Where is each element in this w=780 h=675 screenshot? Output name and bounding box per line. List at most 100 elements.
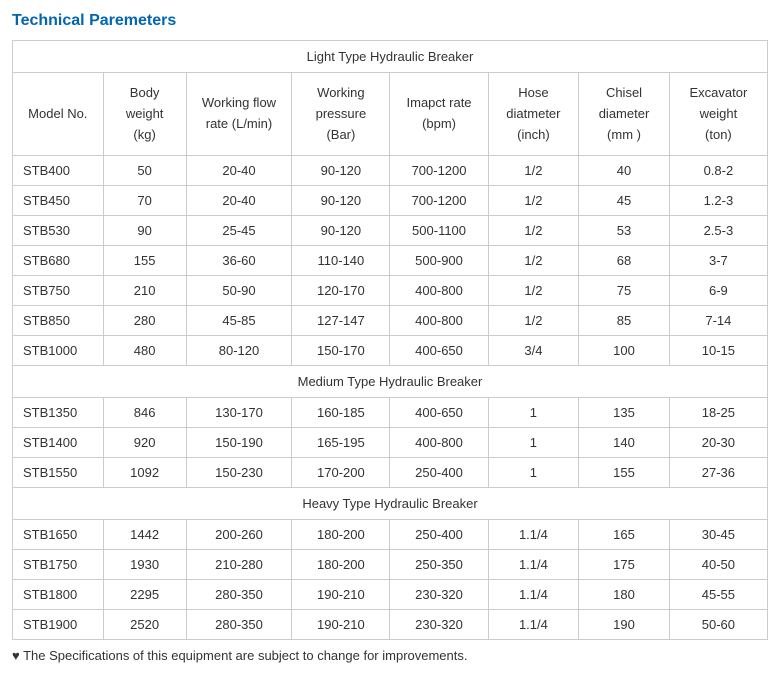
column-header: Hosediatmeter(inch) — [488, 73, 579, 156]
data-cell: 250-400 — [390, 520, 488, 550]
section-header: Light Type Hydraulic Breaker — [13, 41, 768, 73]
data-cell: 1.1/4 — [488, 550, 579, 580]
data-cell: 150-170 — [292, 336, 390, 366]
data-cell: 30-45 — [669, 520, 767, 550]
table-row: STB17501930210-280180-200250-3501.1/4175… — [13, 550, 768, 580]
model-cell: STB1800 — [13, 580, 104, 610]
data-cell: 180-200 — [292, 550, 390, 580]
data-cell: 2.5-3 — [669, 216, 767, 246]
model-cell: STB1550 — [13, 458, 104, 488]
data-cell: 45 — [579, 186, 670, 216]
column-header: Bodyweight(kg) — [103, 73, 186, 156]
model-cell: STB850 — [13, 306, 104, 336]
data-cell: 175 — [579, 550, 670, 580]
data-cell: 190 — [579, 610, 670, 640]
table-row: STB15501092150-230170-200250-400115527-3… — [13, 458, 768, 488]
table-row: STB5309025-4590-120500-11001/2532.5-3 — [13, 216, 768, 246]
data-cell: 700-1200 — [390, 186, 488, 216]
data-cell: 1.1/4 — [488, 580, 579, 610]
data-cell: 140 — [579, 428, 670, 458]
data-cell: 100 — [579, 336, 670, 366]
column-header: Working flowrate (L/min) — [186, 73, 292, 156]
data-cell: 165-195 — [292, 428, 390, 458]
data-cell: 68 — [579, 246, 670, 276]
model-cell: STB1400 — [13, 428, 104, 458]
model-cell: STB1750 — [13, 550, 104, 580]
model-cell: STB530 — [13, 216, 104, 246]
data-cell: 1092 — [103, 458, 186, 488]
data-cell: 280-350 — [186, 610, 292, 640]
data-cell: 400-800 — [390, 306, 488, 336]
data-cell: 230-320 — [390, 580, 488, 610]
data-cell: 400-800 — [390, 276, 488, 306]
section-header: Medium Type Hydraulic Breaker — [13, 366, 768, 398]
data-cell: 1.1/4 — [488, 520, 579, 550]
data-cell: 85 — [579, 306, 670, 336]
footnote: ♥ The Specifications of this equipment a… — [12, 648, 768, 663]
data-cell: 500-1100 — [390, 216, 488, 246]
data-cell: 1/2 — [488, 156, 579, 186]
data-cell: 50-60 — [669, 610, 767, 640]
column-header: Workingpressure(Bar) — [292, 73, 390, 156]
data-cell: 27-36 — [669, 458, 767, 488]
data-cell: 230-320 — [390, 610, 488, 640]
data-cell: 250-400 — [390, 458, 488, 488]
data-cell: 155 — [103, 246, 186, 276]
model-cell: STB450 — [13, 186, 104, 216]
data-cell: 1442 — [103, 520, 186, 550]
data-cell: 160-185 — [292, 398, 390, 428]
data-cell: 165 — [579, 520, 670, 550]
table-row: STB75021050-90120-170400-8001/2756-9 — [13, 276, 768, 306]
data-cell: 210-280 — [186, 550, 292, 580]
data-cell: 1.1/4 — [488, 610, 579, 640]
table-row: STB4005020-4090-120700-12001/2400.8-2 — [13, 156, 768, 186]
data-cell: 20-40 — [186, 186, 292, 216]
data-cell: 400-800 — [390, 428, 488, 458]
data-cell: 400-650 — [390, 398, 488, 428]
table-row: STB18002295280-350190-210230-3201.1/4180… — [13, 580, 768, 610]
data-cell: 1/2 — [488, 246, 579, 276]
data-cell: 110-140 — [292, 246, 390, 276]
data-cell: 20-30 — [669, 428, 767, 458]
data-cell: 920 — [103, 428, 186, 458]
data-cell: 25-45 — [186, 216, 292, 246]
table-row: STB4507020-4090-120700-12001/2451.2-3 — [13, 186, 768, 216]
section-label: Medium Type Hydraulic Breaker — [13, 366, 768, 398]
data-cell: 150-230 — [186, 458, 292, 488]
data-cell: 280 — [103, 306, 186, 336]
column-header-row: Model No.Bodyweight(kg)Working flowrate … — [13, 73, 768, 156]
data-cell: 170-200 — [292, 458, 390, 488]
data-cell: 80-120 — [186, 336, 292, 366]
data-cell: 6-9 — [669, 276, 767, 306]
data-cell: 846 — [103, 398, 186, 428]
data-cell: 90-120 — [292, 216, 390, 246]
section-label: Light Type Hydraulic Breaker — [13, 41, 768, 73]
table-row: STB68015536-60110-140500-9001/2683-7 — [13, 246, 768, 276]
model-cell: STB1350 — [13, 398, 104, 428]
model-cell: STB750 — [13, 276, 104, 306]
data-cell: 155 — [579, 458, 670, 488]
data-cell: 7-14 — [669, 306, 767, 336]
table-row: STB100048080-120150-170400-6503/410010-1… — [13, 336, 768, 366]
table-row: STB1350846130-170160-185400-650113518-25 — [13, 398, 768, 428]
data-cell: 40 — [579, 156, 670, 186]
data-cell: 190-210 — [292, 610, 390, 640]
data-cell: 3/4 — [488, 336, 579, 366]
data-cell: 20-40 — [186, 156, 292, 186]
data-cell: 1.2-3 — [669, 186, 767, 216]
data-cell: 250-350 — [390, 550, 488, 580]
data-cell: 200-260 — [186, 520, 292, 550]
data-cell: 127-147 — [292, 306, 390, 336]
data-cell: 280-350 — [186, 580, 292, 610]
data-cell: 53 — [579, 216, 670, 246]
data-cell: 75 — [579, 276, 670, 306]
data-cell: 0.8-2 — [669, 156, 767, 186]
data-cell: 1/2 — [488, 306, 579, 336]
data-cell: 180 — [579, 580, 670, 610]
data-cell: 400-650 — [390, 336, 488, 366]
section-label: Heavy Type Hydraulic Breaker — [13, 488, 768, 520]
column-header: Model No. — [13, 73, 104, 156]
data-cell: 1 — [488, 398, 579, 428]
data-cell: 10-15 — [669, 336, 767, 366]
table-row: STB19002520280-350190-210230-3201.1/4190… — [13, 610, 768, 640]
